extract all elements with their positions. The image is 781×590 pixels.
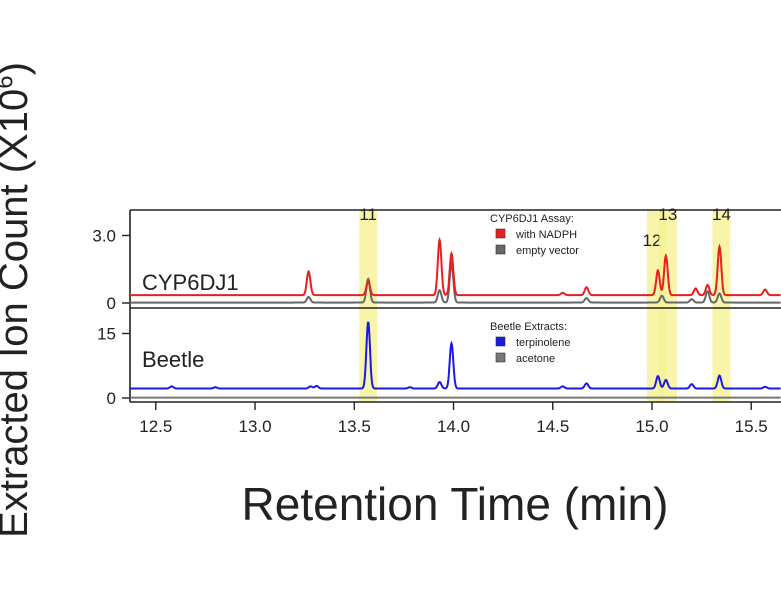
legend-swatch: [495, 244, 506, 255]
y-axis-title-wrap: Extracted Ion Count (X106): [0, 10, 52, 590]
y-tick-label: 0: [107, 389, 116, 408]
x-tick-label: 12.5: [139, 417, 172, 436]
y-tick-label: 3.0: [92, 227, 116, 246]
y-tick-label: 0: [107, 294, 116, 313]
legend-entry: acetone: [516, 353, 555, 365]
x-tick-label: 13.0: [238, 417, 271, 436]
legend-title: CYP6DJ1 Assay:: [490, 213, 574, 225]
axis-ticks: 12.5 13.0 13.5 14.0 14.5 15.0 15.5 3.0 0 15 0: [92, 227, 767, 437]
x-tick-label: 14.5: [536, 417, 569, 436]
legend-swatch: [495, 336, 506, 347]
legend-entry: empty vector: [516, 245, 579, 257]
x-tick-label: 15.0: [635, 417, 668, 436]
y-axis-title: Extracted Ion Count (X106): [0, 62, 37, 538]
series-lines: [130, 236, 781, 399]
legend-swatch: [495, 228, 506, 239]
peak-number-label: 13: [658, 205, 677, 224]
panel-label: Beetle: [142, 347, 204, 372]
peak-number-label: 12: [642, 231, 661, 250]
chromatogram-figure: 11 12 13 14 12.5 13.0 13.5 14.0 14.5 15.0 15.5 3.0…: [92, 205, 781, 530]
legend-entry: terpinolene: [516, 337, 570, 349]
x-tick-label: 15.5: [735, 417, 768, 436]
panel-label: CYP6DJ1: [142, 270, 239, 295]
peak-highlight-band: [712, 210, 731, 402]
legend-title: Beetle Extracts:: [490, 321, 567, 333]
series-line-empty-vector: [130, 260, 781, 304]
y-tick-label: 15: [97, 325, 116, 344]
peak-number-label: 11: [359, 205, 377, 224]
series-line-with-nadph: [130, 236, 781, 297]
x-axis-title: Retention Time (min): [242, 478, 669, 530]
series-line-terpinolene: [130, 321, 781, 390]
peak-highlight-band: [658, 210, 677, 402]
legends: CYP6DJ1 CYP6DJ1 Assay: with NADPH empty vec…: [142, 213, 579, 372]
legend-swatch: [495, 352, 506, 363]
peak-number-label: 14: [712, 205, 731, 224]
x-tick-label: 13.5: [338, 417, 371, 436]
legend-entry: with NADPH: [515, 229, 577, 241]
peak-highlight-band: [359, 210, 378, 402]
x-tick-label: 14.0: [437, 417, 470, 436]
